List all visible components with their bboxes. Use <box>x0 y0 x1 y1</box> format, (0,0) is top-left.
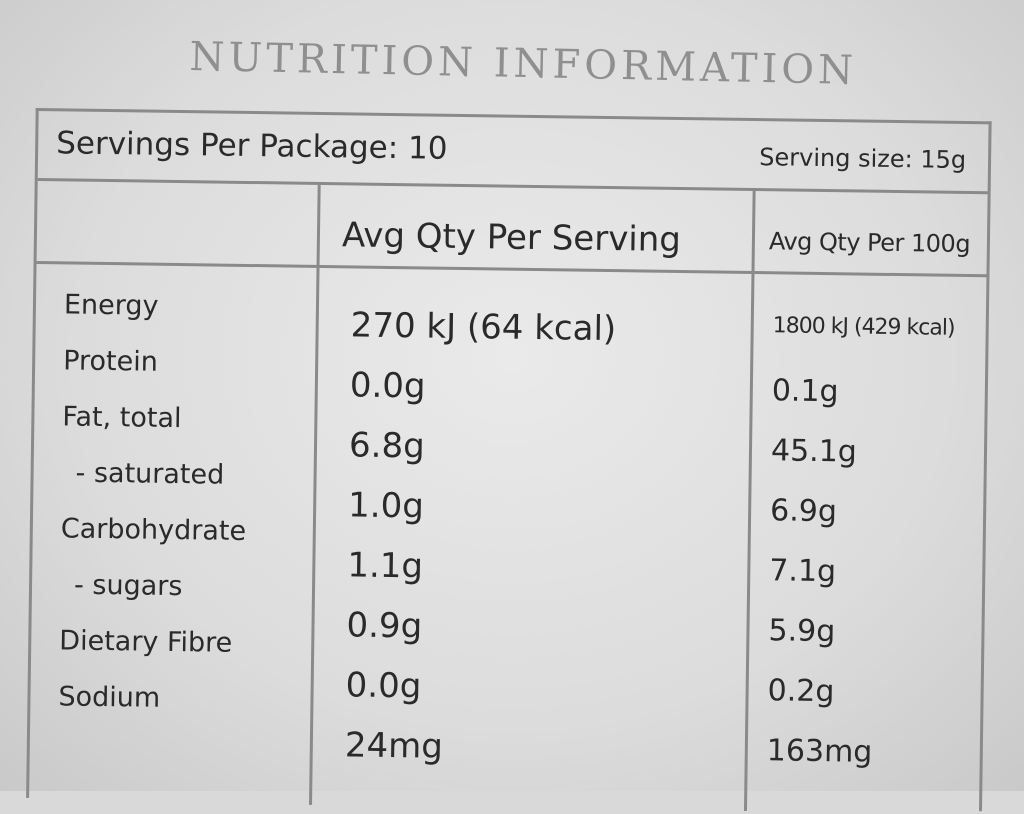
per-serving-value: 1.0g <box>347 485 425 527</box>
nutrient-name: - sugars <box>73 569 183 603</box>
per-serving-value: 0.0g <box>349 365 426 407</box>
per-100g-value: 0.2g <box>767 673 835 710</box>
servings-per-package: Servings Per Package: 10 <box>55 125 448 167</box>
label-background <box>0 0 1024 791</box>
nutrient-name: Dietary Fibre <box>59 625 233 659</box>
column-header-per-100g: Avg Qty Per 100g <box>768 227 971 259</box>
nutrition-table: Servings Per Package: 10 Serving size: 1… <box>26 107 992 812</box>
servings-row: Servings Per Package: 10 Serving size: 1… <box>37 111 989 195</box>
nutrient-name: Carbohydrate <box>60 513 247 547</box>
nutrition-panel: Servings Per Package: 10 Serving size: 1… <box>26 88 994 812</box>
per-100g-value: 0.1g <box>771 373 839 410</box>
per-serving-value: 24mg <box>344 725 444 767</box>
per-serving-value: 270 kJ (64 kcal) <box>350 305 617 350</box>
nutrient-name: Protein <box>62 345 159 378</box>
per-serving-value: 1.1g <box>347 545 424 587</box>
per-serving-value: 6.8g <box>348 425 425 467</box>
per-100g-value: 5.9g <box>768 613 836 650</box>
nutrient-name: Fat, total <box>62 401 182 435</box>
per-100g-value: 163mg <box>766 733 873 770</box>
per-serving-value: 0.0g <box>345 665 422 707</box>
column-header-per-serving: Avg Qty Per Serving <box>341 215 682 261</box>
per-100g-value: 45.1g <box>770 433 858 470</box>
per-100g-value: 7.1g <box>769 553 837 590</box>
per-100g-value: 6.9g <box>769 493 838 530</box>
per-100g-values: 1800 kJ (429 kcal) 0.1g 45.1g 6.9g 7.1g … <box>766 313 988 796</box>
per-serving-value: 0.9g <box>346 605 423 647</box>
nutrient-names: Energy Protein Fat, total - saturated Ca… <box>58 289 314 740</box>
nutrient-name: - saturated <box>75 457 225 491</box>
nutrient-name: Energy <box>63 289 159 322</box>
per-serving-values: 270 kJ (64 kcal) 0.0g 6.8g 1.0g 1.1g 0.9… <box>344 305 751 791</box>
per-100g-value: 1800 kJ (429 kcal) <box>772 313 955 341</box>
header-divider <box>36 261 987 278</box>
nutrient-name: Sodium <box>58 681 161 714</box>
serving-size: Serving size: 15g <box>759 143 967 174</box>
